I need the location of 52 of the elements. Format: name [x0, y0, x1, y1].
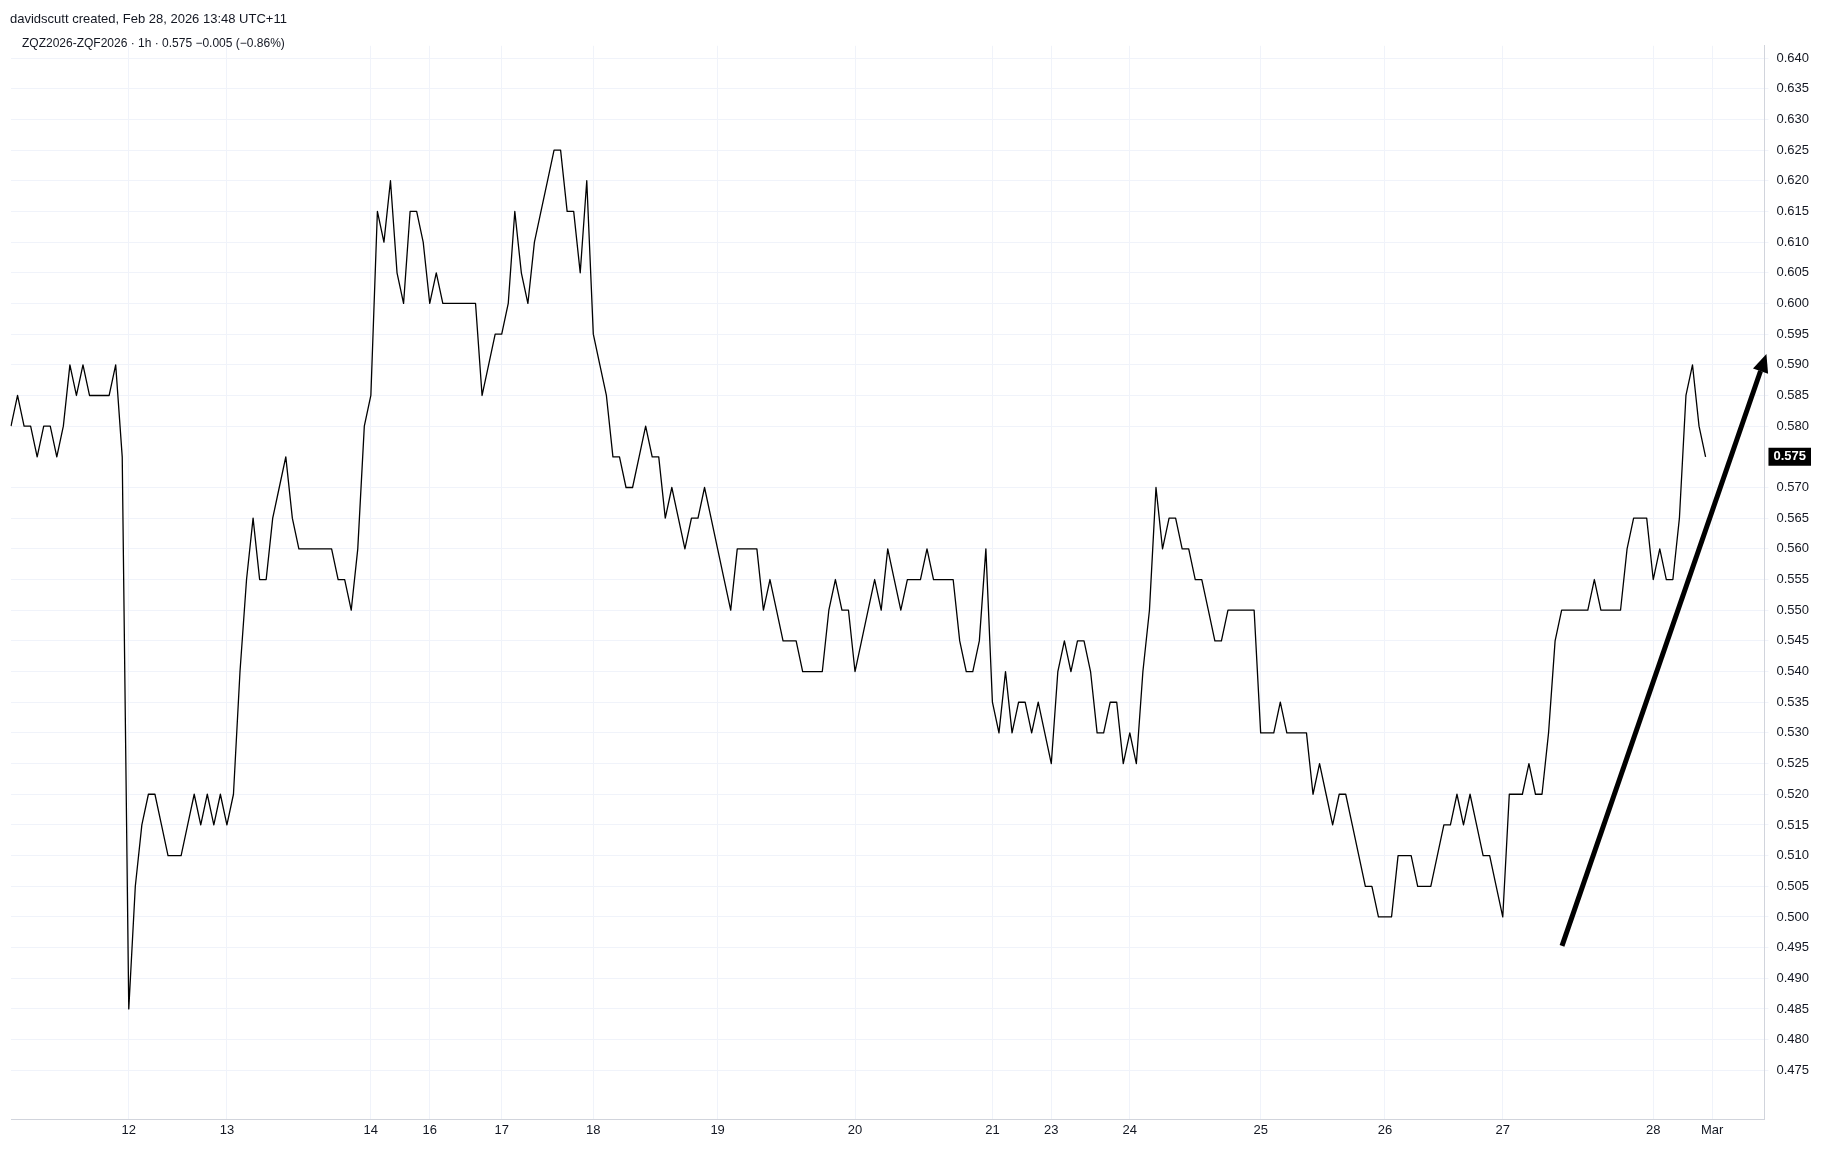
- x-tick-label: 24: [1122, 1121, 1138, 1137]
- x-tick-label: 28: [1646, 1121, 1661, 1137]
- text: 0.575: [1773, 448, 1807, 464]
- y-tick-label: 0.490: [1776, 969, 1810, 985]
- x-tick-label: 27: [1495, 1121, 1510, 1137]
- x-tick-label: 19: [710, 1121, 725, 1137]
- y-tick-label: 0.475: [1776, 1061, 1810, 1077]
- y-tick-label: 0.590: [1776, 356, 1810, 372]
- x-tick-label: 17: [494, 1121, 509, 1137]
- y-tick-label: 0.550: [1776, 601, 1810, 617]
- y-tick-label: 0.530: [1776, 724, 1810, 740]
- y-tick-label: 0.560: [1776, 540, 1810, 556]
- y-tick-label: 0.580: [1776, 417, 1810, 433]
- y-tick-label: 0.520: [1776, 785, 1810, 801]
- y-tick-label: 0.610: [1776, 233, 1810, 249]
- y-tick-label: 0.545: [1776, 632, 1810, 648]
- y-tick-label: 0.635: [1776, 80, 1810, 96]
- y-tick-label: 0.595: [1776, 325, 1810, 341]
- y-tick-label: 0.500: [1776, 908, 1810, 924]
- y-tick-label: 0.480: [1776, 1031, 1810, 1047]
- x-tick-label: 14: [363, 1121, 379, 1137]
- y-tick-label: 0.630: [1776, 111, 1810, 126]
- y-tick-label: 0.540: [1776, 663, 1810, 679]
- y-tick-label: 0.555: [1776, 571, 1810, 587]
- y-tick-label: 0.535: [1776, 693, 1810, 709]
- y-tick-label: 0.510: [1776, 847, 1810, 863]
- x-tick-label: 25: [1253, 1121, 1268, 1137]
- y-tick-label: 0.620: [1776, 172, 1810, 188]
- chart-title: davidscutt created, Feb 28, 2026 13:48 UTC+11: [9, 10, 288, 28]
- x-tick-label: 16: [422, 1121, 437, 1137]
- x-tick-label: Mar: [1700, 1121, 1724, 1137]
- x-tick-label: 12: [121, 1121, 136, 1137]
- y-tick-label: 0.570: [1776, 479, 1810, 495]
- x-tick-label: 26: [1377, 1121, 1393, 1137]
- y-tick-label: 0.600: [1776, 295, 1810, 311]
- y-tick-label: 0.515: [1776, 816, 1810, 832]
- x-tick-label: 20: [847, 1121, 863, 1137]
- x-tick-label: 23: [1044, 1121, 1059, 1137]
- y-tick-label: 0.640: [1776, 49, 1810, 65]
- y-tick-label: 0.615: [1776, 203, 1810, 219]
- y-tick-label: 0.565: [1776, 509, 1810, 525]
- chart-subtitle: ZQZ2026-ZQF2026 · 1h · 0.575 −0.005 (−0.86%): [22, 36, 285, 50]
- x-tick-label: 13: [219, 1121, 235, 1137]
- x-tick-label: 21: [985, 1121, 1000, 1137]
- y-tick-label: 0.495: [1776, 939, 1810, 955]
- y-tick-label: 0.585: [1776, 387, 1810, 403]
- y-tick-label: 0.605: [1776, 264, 1810, 280]
- y-tick-label: 0.485: [1776, 1000, 1810, 1016]
- y-tick-label: 0.525: [1776, 755, 1810, 771]
- y-tick-label: 0.625: [1776, 141, 1810, 157]
- y-tick-label: 0.505: [1776, 877, 1810, 893]
- x-tick-label: 18: [586, 1121, 601, 1137]
